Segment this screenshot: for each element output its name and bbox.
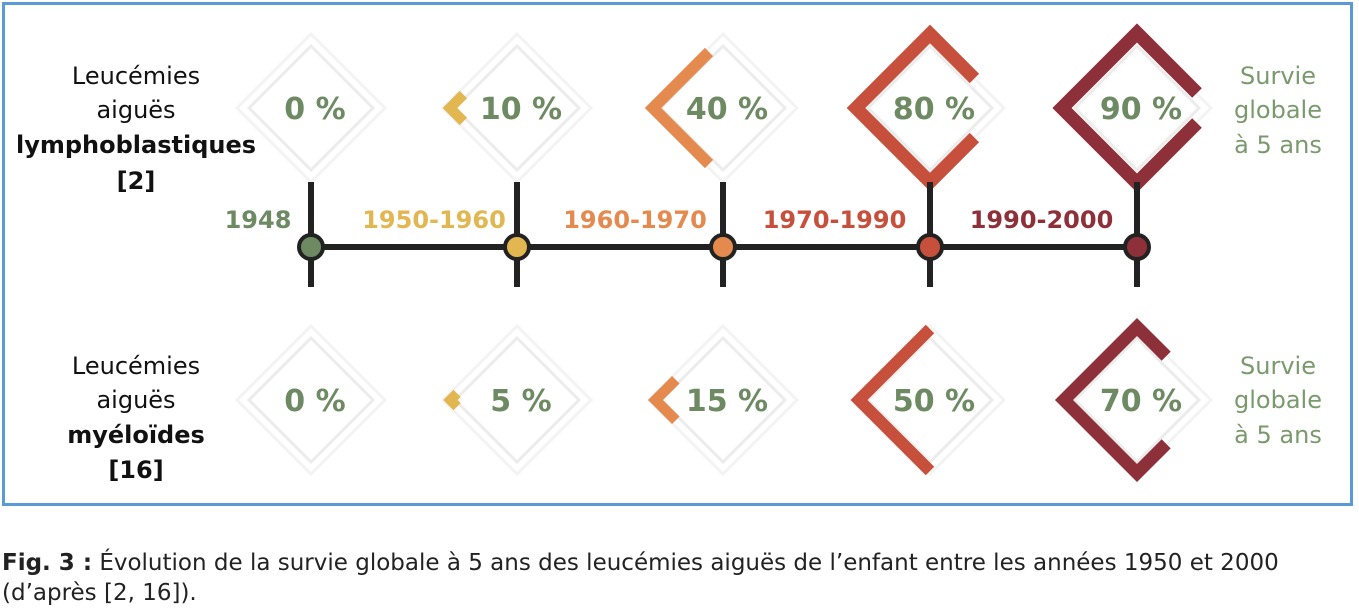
survival-side-label: Survie (1240, 352, 1316, 380)
diamond-outline (1072, 335, 1202, 465)
survival-progress-chevron (850, 324, 935, 476)
row-label-line: aiguës (96, 386, 175, 414)
timeline-marker (916, 233, 944, 261)
diamond-outline (865, 335, 995, 465)
diamond-outline (440, 323, 594, 477)
diamond-outline (658, 335, 788, 465)
reference-label: [2] (117, 167, 156, 195)
row-label-line: aiguës (96, 96, 175, 124)
timeline-marker (297, 233, 325, 261)
period-label: 1990-2000 (970, 206, 1114, 234)
survival-side-label: à 5 ans (1234, 421, 1322, 449)
diamond-outline (1072, 43, 1202, 173)
period-label: 1948 (225, 206, 292, 234)
diamond-background (646, 323, 800, 477)
diamond-outline (246, 43, 376, 173)
timeline-marker (503, 233, 531, 261)
survival-side-label: à 5 ans (1234, 131, 1322, 159)
survival-side-label: globale (1234, 96, 1322, 124)
survival-progress-chevron (442, 90, 468, 126)
figure-frame (2, 2, 1353, 506)
row-label-line: Leucémies (72, 62, 200, 90)
reference-label: [16] (108, 456, 163, 484)
survival-progress-chevron (846, 24, 980, 192)
survival-value-label: 0 % (284, 384, 345, 419)
figure-caption: Fig. 3 : Évolution de la survie globale … (2, 548, 1358, 608)
survival-value-label: 5 % (490, 384, 551, 419)
diamond-background (440, 323, 594, 477)
diamond-outline (452, 335, 582, 465)
period-label: 1960-1970 (563, 206, 707, 234)
timeline-marker (1123, 233, 1151, 261)
diamond-outline (234, 323, 388, 477)
survival-value-label: 0 % (284, 92, 345, 127)
survival-value-label: 70 % (1100, 384, 1182, 419)
survival-timeline-chart: 0 % 10 % 40 % 80 % 90 % 0 % 5 % 15 % 50 % 70 % 194… (16, 23, 1322, 484)
survival-value-label: 40 % (686, 92, 768, 127)
diamond-outline (246, 335, 376, 465)
diamond-background (234, 323, 388, 477)
row-label-line: lymphoblastiques (16, 131, 256, 159)
survival-side-label: Survie (1240, 62, 1316, 90)
survival-side-label: globale (1234, 386, 1322, 414)
diamond-outline (865, 43, 995, 173)
survival-progress-chevron (644, 47, 714, 169)
period-label: 1970-1990 (763, 206, 907, 234)
caption-prefix: Fig. 3 : (2, 550, 93, 576)
row-label-line: myéloïdes (67, 421, 205, 449)
timeline-marker (709, 233, 737, 261)
row-label-line: Leucémies (72, 352, 200, 380)
survival-progress-chevron (1052, 23, 1202, 193)
survival-value-label: 15 % (686, 384, 768, 419)
survival-value-label: 50 % (893, 384, 975, 419)
survival-progress-chevron (1054, 317, 1171, 483)
survival-value-label: 80 % (893, 92, 975, 127)
survival-value-label: 90 % (1100, 92, 1182, 127)
period-label: 1950-1960 (362, 206, 506, 234)
caption-text: Évolution de la survie globale à 5 ans d… (2, 550, 1279, 606)
diamond-outline (452, 43, 582, 173)
diamond-outline (646, 323, 800, 477)
survival-progress-chevron (443, 389, 461, 411)
survival-value-label: 10 % (480, 92, 562, 127)
survival-progress-chevron (647, 376, 680, 425)
